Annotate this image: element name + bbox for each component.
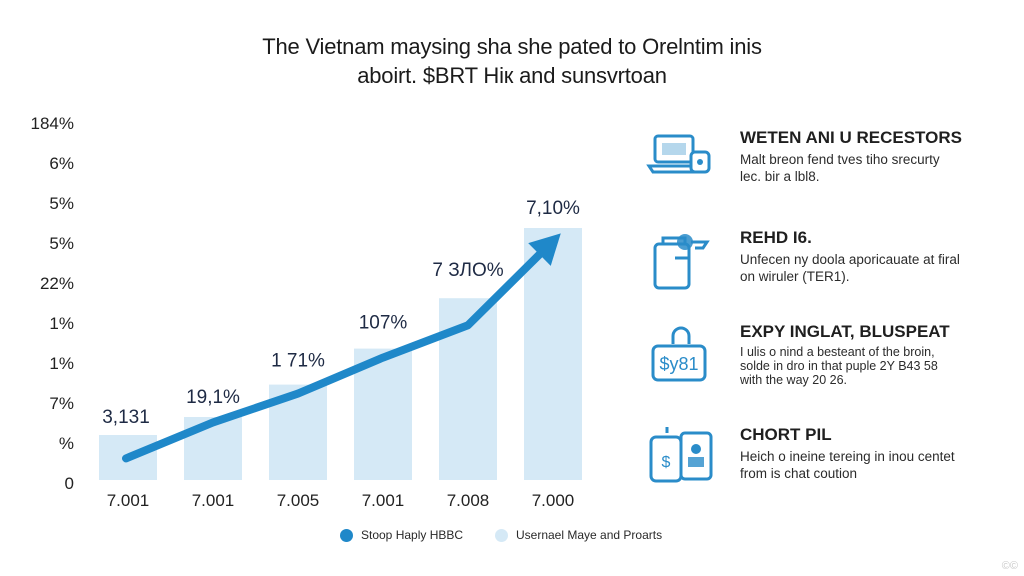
x-tick-label: 7.008	[447, 491, 490, 510]
panel-text: Heich o ineine tereing in inou centet fr…	[740, 449, 955, 481]
y-tick-label: 5%	[49, 194, 74, 213]
lock-dollar-icon: $y81	[651, 326, 707, 382]
svg-text:$y81: $y81	[659, 354, 698, 374]
svg-text:$: $	[662, 454, 671, 471]
bar	[354, 348, 412, 480]
panel-title: WETEN ANI U RECESTORS	[740, 128, 962, 147]
data-label: 7,10%	[526, 198, 580, 219]
bar-chart: 184% 6% 5% 5% 22% 1% 1% 7%% 0 7.001 7.001 7.005 7.00…	[31, 114, 582, 510]
data-label: 19,1%	[186, 387, 240, 408]
data-label: 7 ЗЛО%	[432, 260, 503, 281]
y-tick-label: 0	[65, 474, 74, 493]
panel-title: REHD I6.	[740, 228, 812, 247]
data-label: 3,131	[102, 407, 150, 428]
trend-arrowhead	[528, 233, 561, 266]
light-dot-icon	[495, 528, 508, 542]
x-tick-label: 7.001	[192, 491, 235, 510]
legend-item-series-1: Stoop Haply HBBC	[340, 528, 463, 542]
panel-item-bluspeat: $y81 EXPY INGLAT, BLUSPEAT I ulis o nind…	[645, 322, 1015, 402]
y-tick-label: 1%	[49, 314, 74, 333]
laptop-lock-icon	[646, 134, 711, 174]
panel-title: EXPY INGLAT, BLUSPEAT	[740, 322, 950, 341]
y-tick-label: 7%	[49, 394, 74, 413]
y-tick-label: 6%	[49, 154, 74, 173]
legend-item-series-2: Usernael Maye and Proarts	[495, 528, 662, 542]
watermark: ©©	[1001, 560, 1018, 572]
panel-text: Malt breon fend tves tiho srecurty lec. …	[740, 152, 940, 184]
chart-subtitle: aboirt. $BRT Hiк and sunsvrtoan	[357, 63, 667, 88]
chart-title: The Vietnam maysing sha she pated to Ore…	[262, 34, 762, 59]
data-label: 107%	[359, 313, 408, 334]
legend-label: Usernael Maye and Proarts	[516, 528, 663, 542]
panel-title: CHORT PIL	[740, 425, 832, 444]
y-tick-label: 184%	[31, 114, 74, 133]
document-key-icon	[653, 234, 710, 290]
y-tick-label: 1%	[49, 354, 74, 373]
x-tick-label: 7.005	[277, 491, 320, 510]
bar	[524, 228, 582, 480]
panel-item-recestors: WETEN ANI U RECESTORS Malt breon fend tv…	[645, 128, 1015, 208]
x-tick-label: 7.001	[362, 491, 405, 510]
y-tick-label: %	[59, 434, 74, 453]
x-tick-label: 7.001	[107, 491, 150, 510]
panel-item-rehd: REHD I6. Unfecen ny doola aporicauate at…	[645, 228, 1015, 308]
phone-card-icon: $	[649, 427, 713, 483]
y-tick-label: 5%	[49, 234, 74, 253]
panel-text: Unfecen ny doola aporicauate at firal on…	[740, 252, 960, 284]
filled-dot-icon	[340, 528, 353, 542]
panel-item-chort: $ CHORT PIL Heich o ineine tereing in in…	[645, 425, 1015, 505]
data-label: 1 71%	[271, 351, 325, 372]
y-tick-label: 22%	[40, 274, 74, 293]
trend-arrow-line	[122, 242, 552, 463]
legend-label: Stoop Haply HBBC	[361, 528, 464, 542]
x-tick-label: 7.000	[532, 491, 575, 510]
panel-text: I ulis o nind a besteant of the broin, s…	[740, 345, 938, 387]
